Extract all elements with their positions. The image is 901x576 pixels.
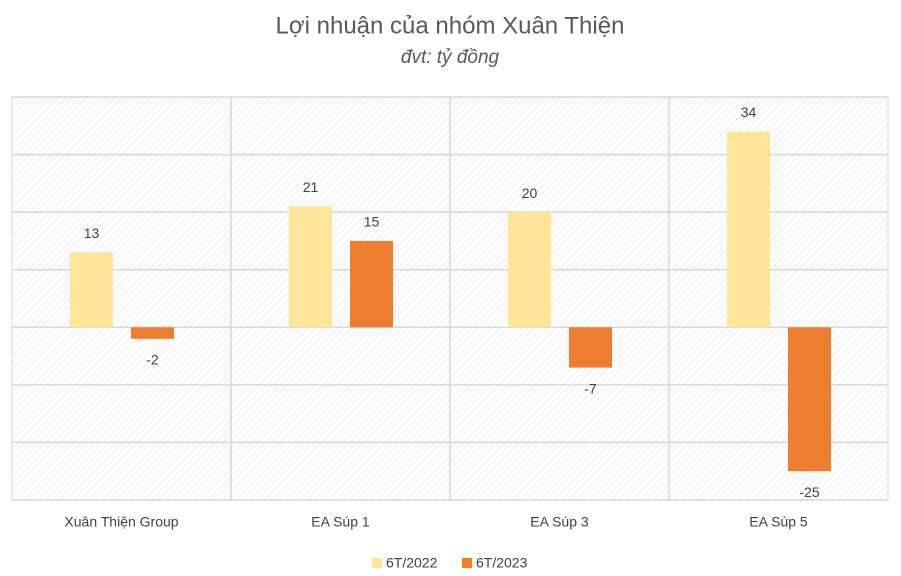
legend-label: 6T/2023 <box>476 555 528 571</box>
data-label: 13 <box>84 225 100 241</box>
bar <box>70 252 113 328</box>
legend-swatch <box>372 558 382 568</box>
legend-swatch <box>462 558 472 568</box>
data-label: 20 <box>522 185 538 201</box>
x-tick-label: EA Súp 5 <box>749 514 808 530</box>
data-label: -7 <box>584 380 597 396</box>
bar <box>131 327 174 339</box>
bar <box>350 240 393 328</box>
data-label: 15 <box>364 214 380 230</box>
bar <box>788 327 831 472</box>
x-tick-label: EA Súp 3 <box>530 514 589 530</box>
bar <box>508 212 551 328</box>
chart-subtitle: đvt: tỷ đồng <box>401 47 500 68</box>
legend-label: 6T/2022 <box>386 555 438 571</box>
data-label: 21 <box>303 179 319 195</box>
bar <box>569 327 612 368</box>
data-label: 34 <box>741 104 757 120</box>
bar <box>727 131 770 328</box>
chart-title: Lợi nhuận của nhóm Xuân Thiện <box>276 12 625 39</box>
data-label: -25 <box>799 484 819 500</box>
bar <box>289 206 332 328</box>
x-tick-label: Xuân Thiện Group <box>64 514 178 530</box>
data-label: -2 <box>146 352 159 368</box>
x-tick-label: EA Súp 1 <box>311 514 370 530</box>
